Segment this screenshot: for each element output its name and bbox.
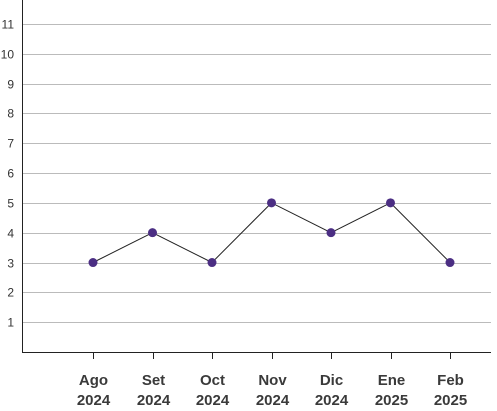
x-tick-label-line: Feb (437, 372, 464, 389)
x-tick-label-line: 2024 (256, 392, 290, 409)
series (88, 198, 455, 268)
y-tick-label: 10 (1, 48, 15, 62)
x-tick-label-line: Nov (258, 372, 287, 389)
x-tick-label: Feb 2025 (434, 372, 467, 409)
x-tick-label-line: Dic (320, 372, 343, 389)
y-tick-label: 1 (7, 316, 14, 330)
x-tick-label: Ene 2025 (375, 372, 408, 409)
y-tick-label: 3 (7, 257, 14, 271)
y-tick-label: 5 (7, 197, 14, 211)
x-tick-label-line: 2024 (137, 392, 171, 409)
y-tick-label: 9 (7, 78, 14, 92)
x-tick-label-line: Set (142, 372, 165, 389)
x-tick-label: Ago 2024 (77, 372, 111, 409)
data-point (207, 258, 217, 268)
x-tick-labels: Ago 2024 Set 2024 Oct 2024 Nov 2024 Dic 2024 Ene 20… (77, 372, 467, 409)
x-tick-label: Nov 2024 (256, 372, 290, 409)
y-tick-label: 6 (7, 167, 14, 181)
gridlines (22, 24, 491, 323)
y-tick-label: 2 (7, 286, 14, 300)
x-tick-label-line: 2025 (375, 392, 408, 409)
y-tick-label: 8 (7, 107, 14, 121)
x-tick-label-line: 2024 (77, 392, 111, 409)
x-tick-label-line: 2024 (315, 392, 349, 409)
x-tick-label-line: Oct (200, 372, 225, 389)
x-tick-label-line: Ago (79, 372, 108, 389)
series-line (92, 202, 451, 264)
x-tick-label-line: Ene (378, 372, 406, 389)
y-tick-label: 7 (7, 137, 14, 151)
y-tick-labels: 1 2 3 4 5 6 7 8 9 10 11 (1, 18, 15, 330)
data-point (386, 198, 395, 208)
x-tick-label-line: 2024 (196, 392, 230, 409)
data-point (148, 228, 157, 238)
data-point (88, 258, 98, 268)
data-point (326, 228, 336, 238)
x-tick-label: Oct 2024 (196, 372, 230, 409)
x-tick-label: Set 2024 (137, 372, 171, 409)
data-point (267, 198, 276, 208)
x-tick-label-line: 2025 (434, 392, 467, 409)
y-tick-label: 4 (7, 227, 14, 241)
axes (22, 0, 491, 359)
data-point (445, 258, 455, 268)
x-tick-label: Dic 2024 (315, 372, 349, 409)
y-tick-label: 11 (2, 18, 15, 32)
